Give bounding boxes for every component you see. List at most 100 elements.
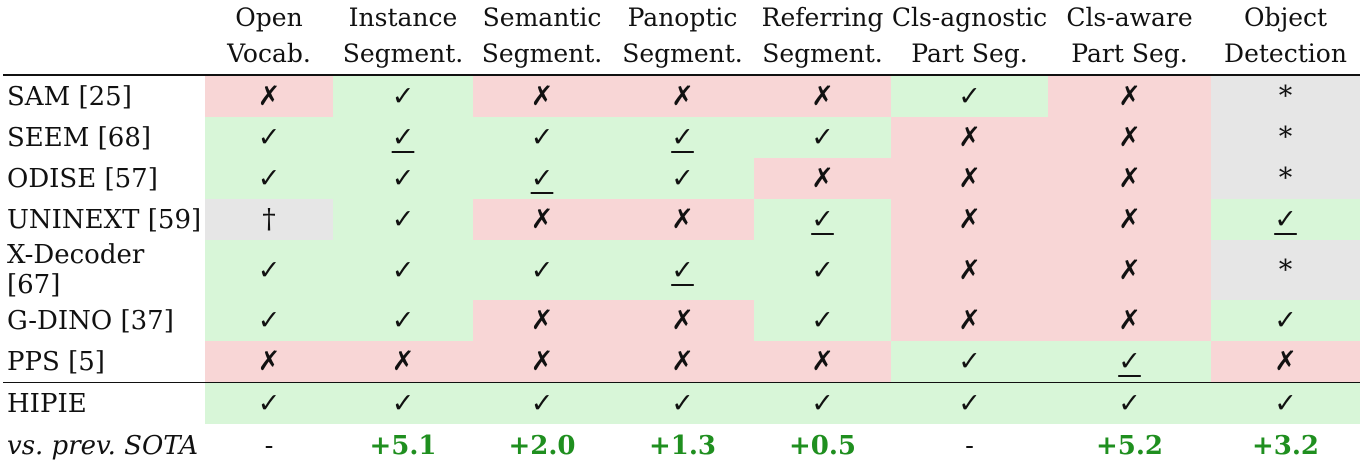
table-cell: ✗ (333, 341, 473, 383)
table-cell: ✗ (205, 341, 333, 383)
col-header-referring-segment: Referring Segment. (761, 3, 884, 68)
table-row: PPS [5] ✗ ✗ ✗ ✗ ✗ ✓ ✓ ✗ (3, 341, 1360, 383)
table-row: UNINEXT [59] † ✓ ✗ ✗ ✓ ✗ ✗ ✓ (3, 199, 1360, 240)
table-cell: ✓ (754, 382, 891, 424)
table-cell: ✗ (1048, 117, 1211, 158)
table-cell: † (205, 199, 333, 240)
col-header-object-detection: Object Detection (1224, 3, 1347, 68)
table-cell: * (1211, 240, 1360, 300)
table-cell: ✗ (1211, 341, 1360, 383)
col-header-cls-aware-part-seg: Cls-aware Part Seg. (1066, 3, 1193, 68)
table-cell: ✓ (891, 341, 1048, 383)
method-name: G-DINO [37] (7, 305, 174, 336)
table-cell: ✗ (754, 341, 891, 383)
table-cell: ✓ (611, 158, 754, 199)
table-row-ours: HIPIE ✓ ✓ ✓ ✓ ✓ ✓ ✓ ✓ (3, 382, 1360, 424)
table-cell: ✗ (1048, 74, 1211, 117)
table-cell: ✓ (473, 240, 611, 300)
table-cell: ✗ (891, 158, 1048, 199)
gain-cell: +3.2 (1211, 424, 1360, 468)
table-cell: ✗ (891, 300, 1048, 341)
table-cell: ✗ (754, 158, 891, 199)
table-cell: ✓ (1211, 300, 1360, 341)
table-cell: ✗ (891, 240, 1048, 300)
table-row: SEEM [68] ✓ ✓ ✓ ✓ ✓ ✗ ✗ * (3, 117, 1360, 158)
table-cell: ✗ (611, 300, 754, 341)
col-header-instance-segment: Instance Segment. (342, 3, 464, 68)
table-cell: ✗ (473, 300, 611, 341)
table-cell: ✓ (891, 74, 1048, 117)
corner-cell (3, 0, 205, 75)
table-cell: ✓ (754, 240, 891, 300)
gain-cell: - (891, 424, 1048, 468)
col-header-open-vocab: Open Vocab. (227, 3, 311, 68)
table-cell: ✗ (473, 74, 611, 117)
col-header-panoptic-segment: Panoptic Segment. (622, 3, 743, 68)
best-mark: ✓ (811, 204, 834, 235)
best-mark: ✓ (1274, 204, 1297, 235)
table-cell: ✓ (333, 117, 473, 158)
table-cell: ✓ (333, 300, 473, 341)
table-cell: ✗ (1048, 240, 1211, 300)
table-cell: ✓ (205, 158, 333, 199)
table-cell: ✓ (1048, 382, 1211, 424)
header-row: Open Vocab. Instance Segment. Semantic Segm… (3, 0, 1360, 75)
table-cell: ✓ (611, 117, 754, 158)
table-cell: ✓ (754, 199, 891, 240)
method-name: X-Decoder [67] (7, 240, 145, 300)
table-cell: ✗ (891, 117, 1048, 158)
table-cell: ✓ (891, 382, 1048, 424)
table-cell: ✓ (333, 74, 473, 117)
best-mark: ✓ (671, 254, 694, 286)
table-cell: ✓ (473, 382, 611, 424)
table-cell: ✓ (1211, 199, 1360, 240)
table-cell: ✗ (473, 199, 611, 240)
table-cell: ✗ (205, 74, 333, 117)
table-cell: ✗ (611, 74, 754, 117)
method-name: SAM [25] (3, 74, 205, 117)
gain-cell: +5.2 (1048, 424, 1211, 468)
table-row: G-DINO [37] ✓ ✓ ✗ ✗ ✓ ✗ ✗ ✓ (3, 300, 1360, 341)
table-cell: ✓ (205, 240, 333, 300)
col-header-semantic-segment: Semantic Segment. (481, 3, 603, 68)
table-cell: ✓ (333, 158, 473, 199)
table-cell: ✗ (754, 74, 891, 117)
table-cell: * (1211, 158, 1360, 199)
table-cell: ✗ (891, 199, 1048, 240)
gain-cell: +2.0 (473, 424, 611, 468)
table-cell: ✓ (333, 382, 473, 424)
gain-cell: +0.5 (754, 424, 891, 468)
table-cell: * (1211, 117, 1360, 158)
method-name: UNINEXT [59] (7, 204, 202, 235)
sota-label: vs. prev. SOTA (3, 424, 205, 468)
best-mark: ✓ (391, 122, 415, 153)
table-row-sota-gain: vs. prev. SOTA - +5.1 +2.0 +1.3 +0.5 - +… (3, 424, 1360, 468)
table-cell: ✓ (1211, 382, 1360, 424)
comparison-table: Open Vocab. Instance Segment. Semantic Segm… (3, 0, 1360, 468)
table-cell: ✗ (1048, 199, 1211, 240)
table-cell: ✓ (1048, 341, 1211, 383)
table-cell: ✓ (473, 117, 611, 158)
table-cell: ✓ (205, 382, 333, 424)
table-cell: ✗ (611, 341, 754, 383)
method-name: PPS [5] (7, 346, 105, 377)
best-mark: ✓ (1118, 346, 1141, 377)
gain-cell: - (205, 424, 333, 468)
col-header-cls-agnostic-part-seg: Cls-agnostic Part Seg. (891, 3, 1048, 68)
table-cell: ✓ (754, 300, 891, 341)
table-cell: ✓ (611, 240, 754, 300)
table-cell: ✗ (1048, 158, 1211, 199)
table-cell: ✗ (473, 341, 611, 383)
table-cell: ✗ (1048, 300, 1211, 341)
table-cell: * (1211, 74, 1360, 117)
gain-cell: +1.3 (611, 424, 754, 468)
table-cell: ✓ (473, 158, 611, 199)
method-name: SEEM [68] (7, 122, 152, 153)
table-row: X-Decoder [67] ✓ ✓ ✓ ✓ ✓ ✗ ✗ * (3, 240, 1360, 300)
table-cell: ✗ (611, 199, 754, 240)
table-cell: ✓ (333, 240, 473, 300)
method-name: HIPIE (3, 382, 205, 424)
best-mark: ✓ (530, 163, 554, 194)
table-row: SAM [25] ✗ ✓ ✗ ✗ ✗ ✓ ✗ * (3, 74, 1360, 117)
table-cell: ✓ (333, 199, 473, 240)
